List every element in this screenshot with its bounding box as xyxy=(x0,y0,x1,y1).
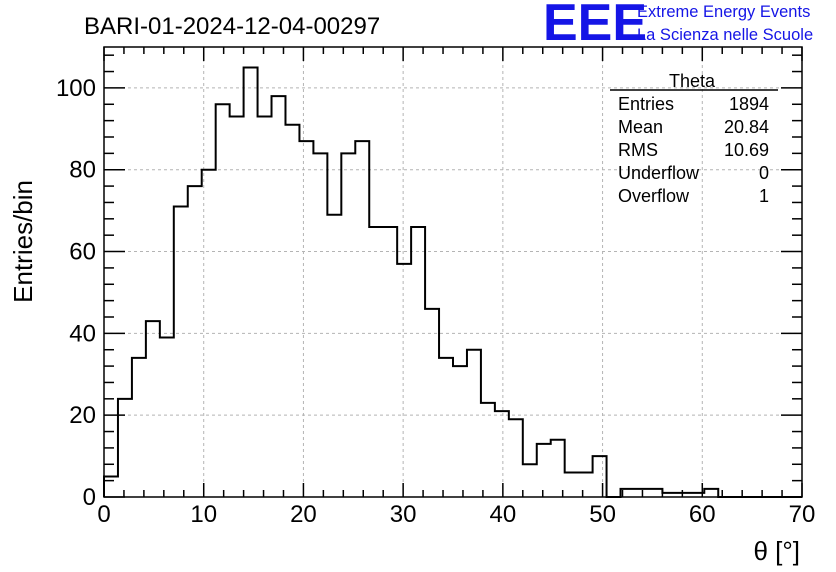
histogram-bin xyxy=(593,456,607,497)
stats-label: Overflow xyxy=(618,186,690,206)
eee-logo-text: EEE xyxy=(543,0,647,52)
histogram-bin xyxy=(383,227,397,497)
stats-value: 1894 xyxy=(729,94,769,114)
histogram-bin xyxy=(355,141,369,497)
x-tick-label: 30 xyxy=(390,501,417,528)
x-tick-label: 40 xyxy=(490,501,517,528)
y-axis-label: Entries/bin xyxy=(8,180,38,303)
x-axis: 0 10 20 30 40 50 60 70 xyxy=(97,47,815,528)
histogram-bin xyxy=(216,104,230,497)
x-tick-label: 50 xyxy=(589,501,616,528)
stats-value: 10.69 xyxy=(724,140,769,160)
histogram-bin xyxy=(495,411,509,497)
y-tick-label: 80 xyxy=(69,157,96,184)
brand-line-2: La Scienza nelle Scuole xyxy=(637,26,813,44)
histogram-bin xyxy=(313,153,327,497)
y-tick-label: 100 xyxy=(56,75,96,102)
histogram-bin xyxy=(369,227,383,497)
brand-line-1: Extreme Energy Events xyxy=(637,3,810,21)
stats-value: 1 xyxy=(759,186,769,206)
x-tick-label: 70 xyxy=(789,501,816,528)
stats-value: 0 xyxy=(759,163,769,183)
histogram-bin xyxy=(537,444,551,497)
histogram-bin xyxy=(174,207,188,497)
stats-value: 20.84 xyxy=(724,117,769,137)
histogram-bin xyxy=(634,489,648,497)
histogram-outline xyxy=(103,66,802,498)
chart-title: BARI-01-2024-12-04-00297 xyxy=(84,13,380,40)
histogram-bin xyxy=(146,321,160,497)
y-tick-label: 0 xyxy=(83,484,96,511)
histogram-bin xyxy=(160,337,174,497)
x-tick-label: 0 xyxy=(97,501,110,528)
histogram-bin xyxy=(118,399,132,497)
x-tick-label: 60 xyxy=(689,501,716,528)
stats-title: Theta xyxy=(669,71,716,91)
histogram-bin xyxy=(551,440,565,497)
grid-lines xyxy=(104,47,802,497)
histogram-bin xyxy=(132,358,146,497)
stats-label: Entries xyxy=(618,94,674,114)
histogram-bin xyxy=(188,186,202,497)
histogram xyxy=(103,66,802,498)
y-tick-label: 40 xyxy=(69,320,96,347)
histogram-bin xyxy=(648,489,662,497)
histogram-bin xyxy=(439,358,453,497)
histogram-bin xyxy=(523,464,537,497)
histogram-bin xyxy=(565,472,579,497)
histogram-bin xyxy=(327,215,341,497)
x-tick-label: 10 xyxy=(190,501,217,528)
histogram-bin xyxy=(397,264,411,497)
stats-box: Theta Entries 1894 Mean 20.84 RMS 10.69 Underf… xyxy=(610,71,778,206)
eee-logo: EEE Extreme Energy Events La Scienza nel… xyxy=(543,0,813,52)
histogram-bin xyxy=(467,350,481,497)
stats-label: Mean xyxy=(618,117,663,137)
x-tick-label: 20 xyxy=(290,501,317,528)
histogram-bin xyxy=(244,67,258,497)
histogram-bin xyxy=(704,489,718,497)
histogram-bin xyxy=(425,309,439,497)
x-axis-label: θ [°] xyxy=(753,536,800,566)
histogram-bin xyxy=(481,403,495,497)
histogram-bin xyxy=(104,477,118,497)
stats-label: Underflow xyxy=(618,163,700,183)
stats-label: RMS xyxy=(618,140,658,160)
histogram-bin xyxy=(258,117,272,497)
y-tick-label: 20 xyxy=(69,402,96,429)
plot-border xyxy=(103,46,803,498)
histogram-bin xyxy=(285,125,299,497)
histogram-bin xyxy=(509,419,523,497)
histogram-bin xyxy=(453,366,467,497)
y-axis: 0 20 40 60 80 100 xyxy=(56,54,802,511)
y-tick-label: 60 xyxy=(69,239,96,266)
histogram-bin xyxy=(341,153,355,497)
histogram-bin xyxy=(299,141,313,497)
plot-frame xyxy=(103,46,803,498)
histogram-bin xyxy=(202,170,216,497)
histogram-bin xyxy=(230,117,244,497)
histogram-bin xyxy=(579,472,593,497)
histogram-bin xyxy=(272,96,286,497)
histogram-bin xyxy=(411,227,425,497)
